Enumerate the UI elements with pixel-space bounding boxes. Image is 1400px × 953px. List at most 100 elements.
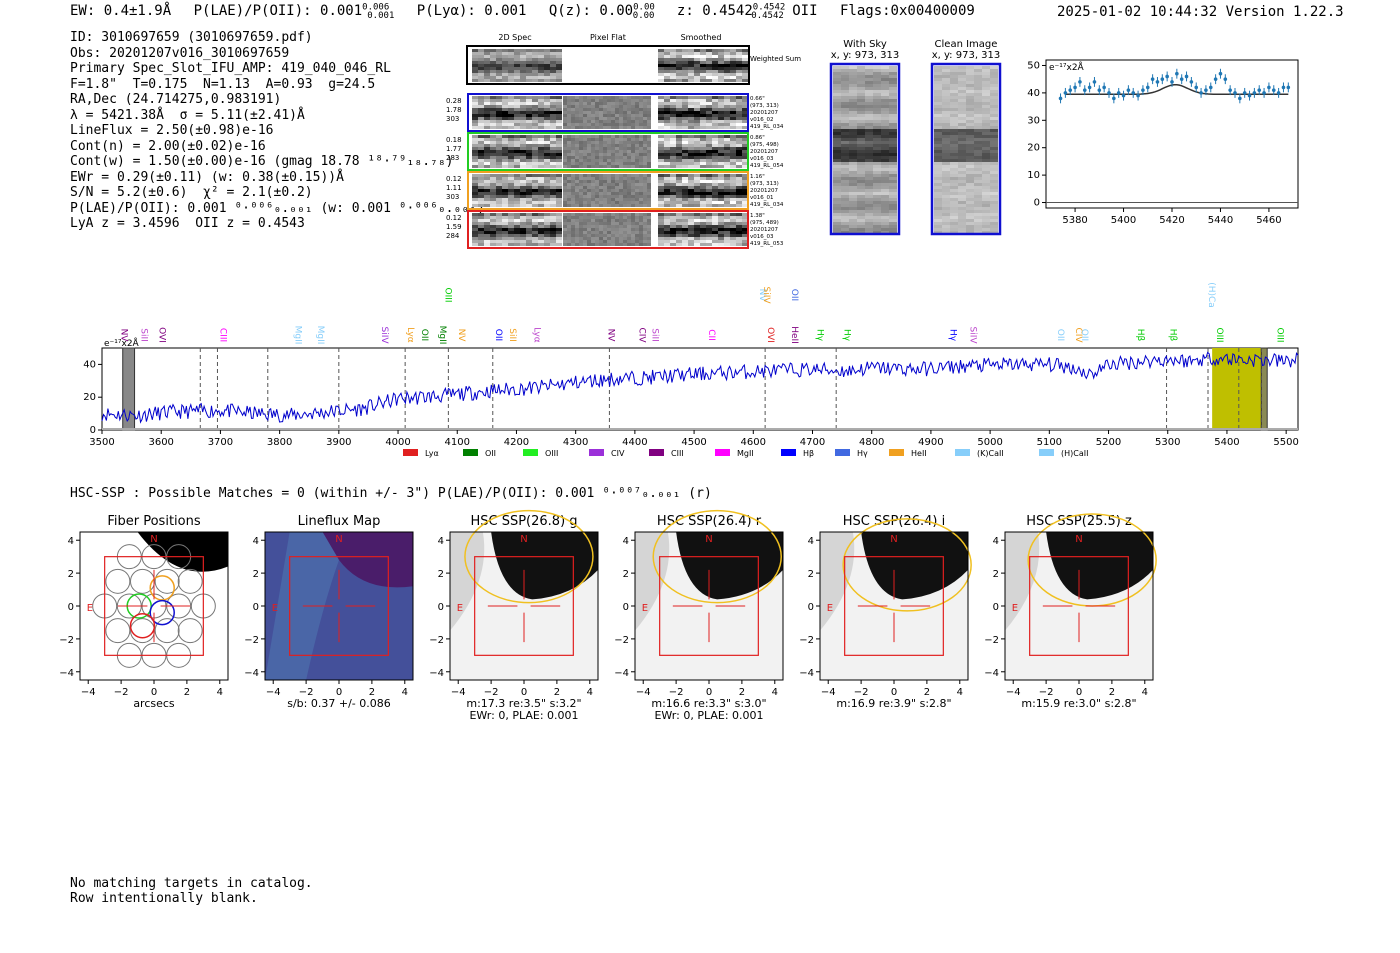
cutout-pixel	[556, 234, 562, 237]
flat-pixel	[639, 144, 643, 147]
flat-pixel	[571, 231, 575, 234]
cutout-pixel	[718, 120, 724, 123]
flat-pixel	[583, 156, 587, 159]
cutout-pixel	[520, 192, 526, 195]
cutout-pixel	[670, 198, 676, 201]
image-pixel	[934, 222, 942, 225]
cutout-pixel	[550, 198, 556, 201]
image-pixel	[881, 186, 889, 189]
flat-pixel	[599, 228, 603, 231]
flat-pixel	[567, 225, 571, 228]
image-pixel	[990, 69, 998, 72]
cutout-pixel	[688, 183, 694, 186]
cutout-pixel	[496, 117, 502, 120]
cutout-pixel	[658, 219, 664, 222]
image-pixel	[873, 93, 881, 96]
image-pixel	[958, 213, 966, 216]
cutout-pixel	[664, 58, 670, 61]
flat-pixel	[591, 126, 595, 129]
image-pixel	[958, 87, 966, 90]
flat-pixel	[583, 204, 587, 207]
image-pixel	[958, 96, 966, 99]
cutout-pixel	[478, 192, 484, 195]
cutout-pixel	[712, 141, 718, 144]
cutout-pixel	[526, 243, 532, 246]
cutout-pixel	[556, 96, 562, 99]
cutout-pixel	[478, 117, 484, 120]
image-pixel	[966, 87, 974, 90]
cutout-pixel	[490, 96, 496, 99]
cutout-pixel	[700, 55, 706, 58]
cutout-pixel	[670, 165, 676, 168]
cutout-pixel	[508, 114, 514, 117]
cutout-pixel	[676, 105, 682, 108]
cutout-pixel	[736, 114, 742, 117]
flat-pixel	[591, 228, 595, 231]
cutout-pixel	[718, 231, 724, 234]
flat-pixel	[603, 126, 607, 129]
image-pixel	[857, 207, 865, 210]
image-pixel	[865, 66, 873, 69]
flat-pixel	[635, 150, 639, 153]
image-pixel	[889, 216, 897, 219]
cutout-pixel	[478, 64, 484, 67]
zoom-data-point	[1208, 85, 1213, 90]
image-pixel	[881, 114, 889, 117]
cutout-pixel	[730, 225, 736, 228]
image-pixel	[950, 84, 958, 87]
info-line: LyA z = 3.4596 OII z = 0.4543	[70, 216, 305, 231]
cutout-pixel	[550, 144, 556, 147]
cutout-pixel	[742, 114, 748, 117]
cutout-pixel	[670, 73, 676, 76]
image-pixel	[990, 216, 998, 219]
cutout-pixel	[742, 165, 748, 168]
image-pixel	[857, 219, 865, 222]
flat-pixel	[583, 138, 587, 141]
image-pixel	[950, 168, 958, 171]
flat-pixel	[635, 108, 639, 111]
image-pixel	[841, 99, 849, 102]
flat-pixel	[575, 135, 579, 138]
cutout-pixel	[502, 243, 508, 246]
zoom-data-point	[1145, 85, 1150, 90]
cutout-pixel	[658, 55, 664, 58]
image-pixel	[990, 210, 998, 213]
cutout-pixel	[532, 67, 538, 70]
cutout-pixel	[496, 156, 502, 159]
image-pixel	[833, 90, 841, 93]
image-pixel	[889, 123, 897, 126]
zoom-data-point	[1242, 91, 1247, 95]
flat-pixel	[615, 111, 619, 114]
cutout-pixel	[532, 49, 538, 52]
info-line: S/N = 5.2(±0.6) χ² = 2.1(±0.2)	[70, 185, 313, 200]
cutout-pixel	[478, 222, 484, 225]
cutout-pixel	[658, 126, 664, 129]
cutout-pixel	[664, 70, 670, 73]
image-pixel	[934, 153, 942, 156]
cutout-pixel	[526, 150, 532, 153]
flat-pixel	[603, 180, 607, 183]
zoom-data-point	[1286, 85, 1291, 90]
image-pixel	[881, 123, 889, 126]
image-pixel	[889, 105, 897, 108]
flat-pixel	[579, 228, 583, 231]
image-pixel	[889, 144, 897, 147]
image-pixel	[849, 75, 857, 78]
image-pixel	[841, 168, 849, 171]
cutout-pixel	[484, 64, 490, 67]
image-pixel	[934, 171, 942, 174]
image-pixel	[966, 117, 974, 120]
flat-pixel	[627, 192, 631, 195]
image-pixel	[950, 198, 958, 201]
cutout-pixel	[712, 192, 718, 195]
image-pixel	[982, 99, 990, 102]
flat-pixel	[635, 177, 639, 180]
cutout-pixel	[706, 222, 712, 225]
image-pixel	[833, 168, 841, 171]
thumb-title: HSC SSP(26.8) g	[470, 514, 577, 529]
cutout-pixel	[526, 135, 532, 138]
cutout-pixel	[514, 219, 520, 222]
legend-entry: (H)CaII	[1039, 449, 1088, 458]
image-pixel	[857, 174, 865, 177]
cutout-pixel	[670, 141, 676, 144]
